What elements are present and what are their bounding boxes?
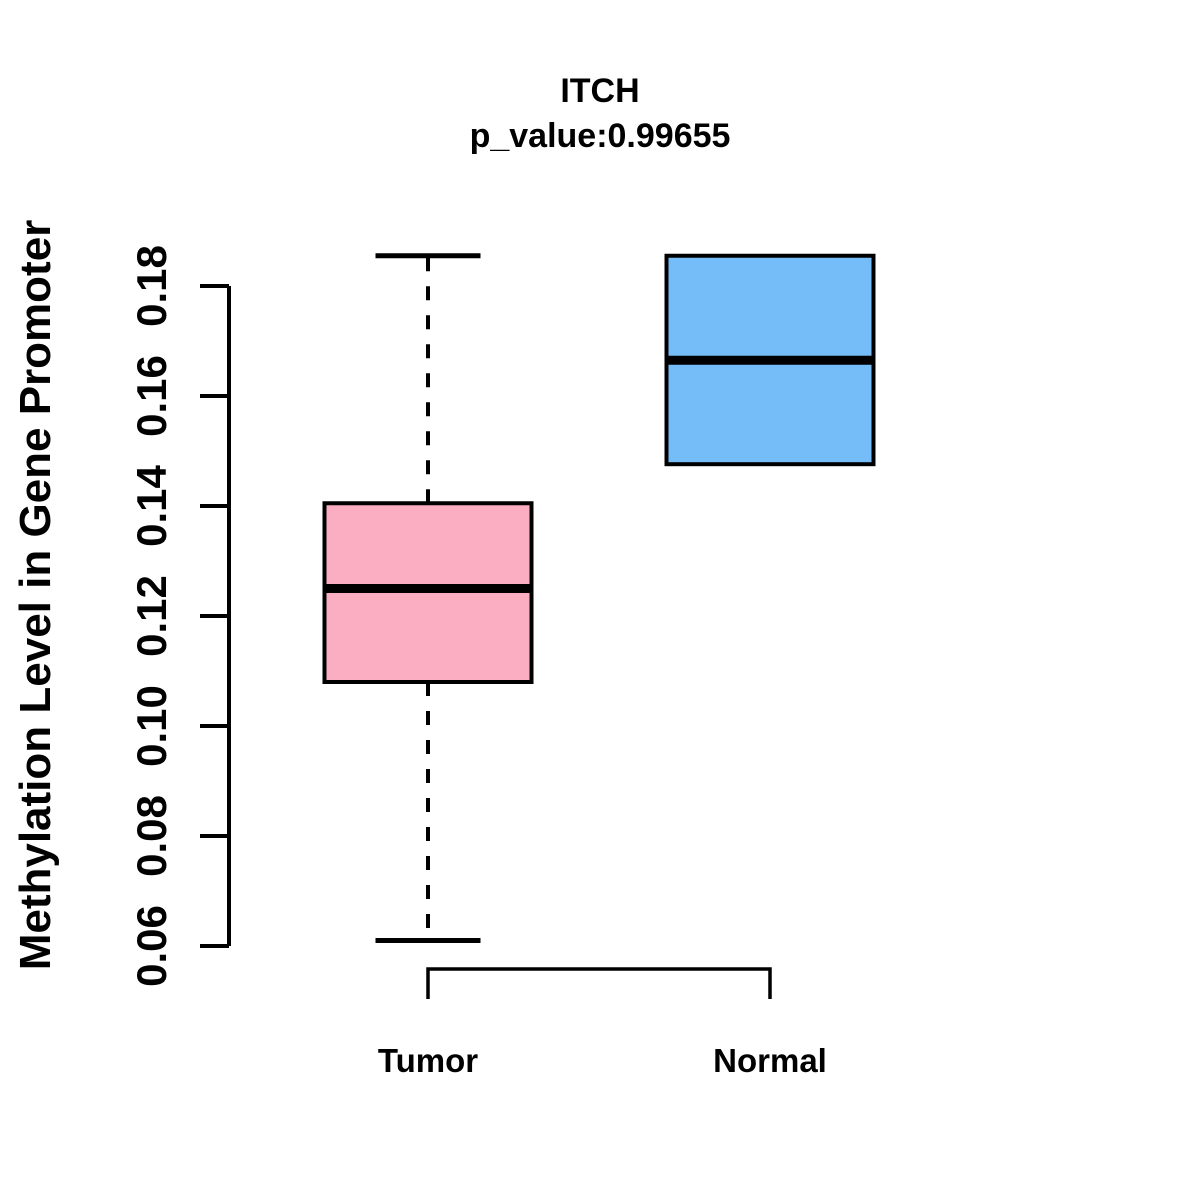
y-axis-tick-label: 0.10 <box>128 685 175 767</box>
x-axis-bracket <box>426 967 772 999</box>
chart-subtitle: p_value:0.99655 <box>470 117 731 155</box>
chart-title: ITCH <box>560 72 639 110</box>
plot-area: 0.06 0.08 0.10 0.12 0.14 0.16 0.18 Tumor Normal <box>128 245 876 1079</box>
y-axis-tick-label: 0.08 <box>128 795 175 877</box>
y-axis-label: Methylation Level in Gene Promoter <box>11 220 60 971</box>
y-axis-tick-label: 0.06 <box>128 905 175 987</box>
y-axis-tick-label: 0.18 <box>128 245 175 327</box>
x-label-tumor: Tumor <box>378 1042 478 1079</box>
y-axis-tick-label: 0.14 <box>128 464 175 546</box>
x-label-normal: Normal <box>713 1042 827 1079</box>
y-axis-tick-label: 0.16 <box>128 355 175 437</box>
y-axis-tick-label: 0.12 <box>128 575 175 657</box>
